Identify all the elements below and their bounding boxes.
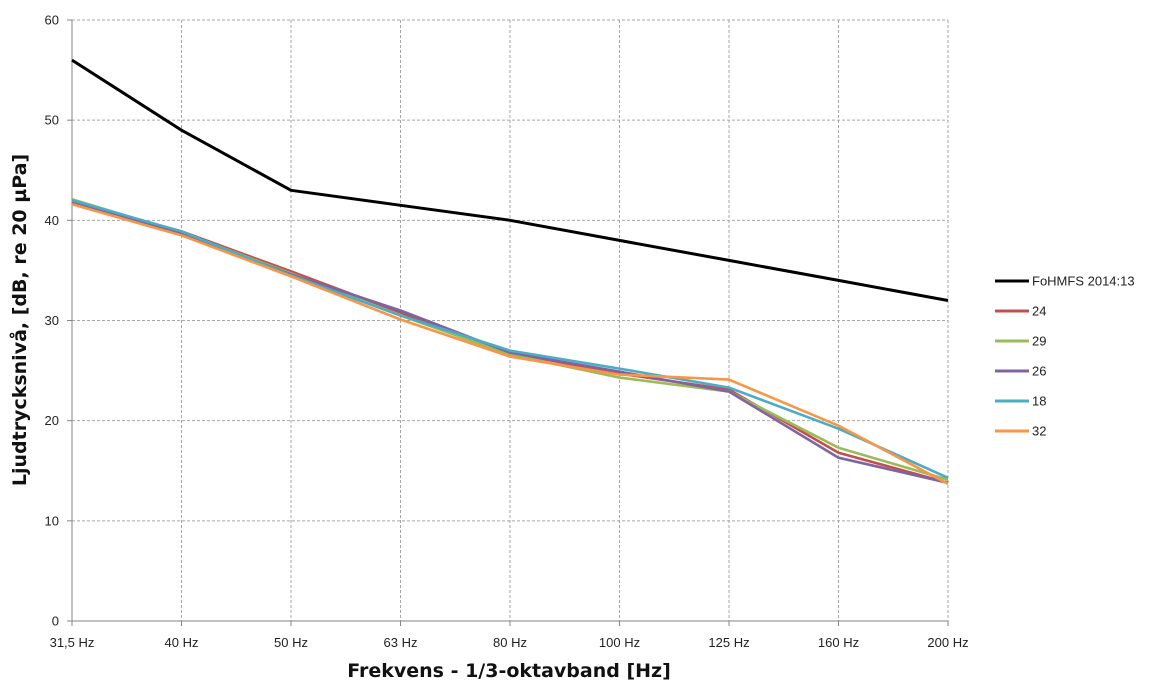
legend-label: 18 <box>1032 394 1046 409</box>
axes <box>67 19 949 626</box>
x-tick-label: 40 Hz <box>165 635 199 650</box>
legend: FoHMFS 2014:13 24 29 26 18 32 <box>995 274 1135 439</box>
legend-label: 24 <box>1032 304 1046 319</box>
series-line-18 <box>71 199 949 479</box>
y-tick-label: 60 <box>45 13 59 28</box>
x-tick-label: 63 Hz <box>384 635 418 650</box>
y-tick-label: 40 <box>45 213 59 228</box>
legend-label: FoHMFS 2014:13 <box>1032 274 1135 289</box>
x-tick-labels: 31,5 Hz 40 Hz 50 Hz 63 Hz 80 Hz 100 Hz 125 Hz 1… <box>50 635 969 650</box>
legend-label: 32 <box>1032 424 1046 439</box>
legend-label: 26 <box>1032 364 1046 379</box>
y-tick-label: 20 <box>45 413 59 428</box>
x-tick-label: 80 Hz <box>493 635 527 650</box>
x-tick-label: 125 Hz <box>708 635 749 650</box>
series-line-fohmfs-2014-13 <box>71 58 949 302</box>
series-lines <box>71 58 949 485</box>
legend-label: 29 <box>1032 334 1046 349</box>
y-tick-label: 50 <box>45 113 59 128</box>
y-tick-labels: 0 10 20 30 40 50 60 <box>45 13 59 629</box>
y-tick-label: 10 <box>45 513 59 528</box>
series-line-32 <box>71 203 949 485</box>
x-tick-label: 200 Hz <box>927 635 968 650</box>
y-tick-label: 30 <box>45 313 59 328</box>
x-tick-label: 31,5 Hz <box>50 635 95 650</box>
x-tick-label: 160 Hz <box>818 635 859 650</box>
y-axis-title: Ljudtrycksnivå, [dB, re 20 µPa] <box>7 154 31 486</box>
x-tick-label: 100 Hz <box>599 635 640 650</box>
y-tick-label: 0 <box>52 614 59 629</box>
x-axis-title: Frekvens - 1/3-oktavband [Hz] <box>347 660 671 682</box>
x-tick-label: 50 Hz <box>274 635 308 650</box>
grid-lines <box>72 19 949 621</box>
